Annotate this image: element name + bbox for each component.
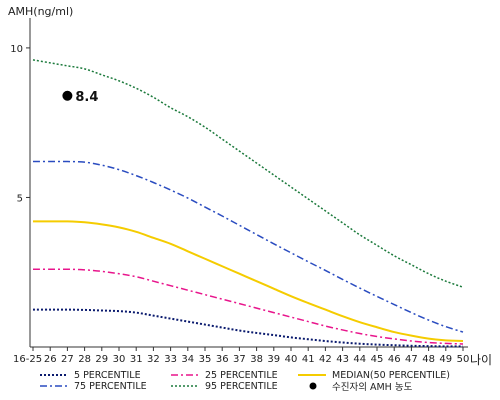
series-line-95-percentile xyxy=(32,59,464,288)
legend-label: 75 PERCENTILE xyxy=(74,381,147,392)
series-line-75-percentile xyxy=(32,160,464,333)
patient-amh-point xyxy=(62,90,73,101)
x-tick-label: 47 xyxy=(405,354,418,365)
patient-amh-value-label: 8.4 xyxy=(75,90,98,105)
x-tick-label: 48 xyxy=(422,354,435,365)
x-tick-label: 27 xyxy=(61,354,74,365)
x-tick-label: 34 xyxy=(181,354,194,365)
x-tick-label: 32 xyxy=(147,354,160,365)
x-tick-label: 26 xyxy=(44,354,57,365)
patient-point-group: 8.4 xyxy=(62,90,98,105)
x-ticks: 16-25 26 27 28 29 30 31 32 33 34 35 36 37 38 39 40 41 42 4… xyxy=(13,347,469,365)
x-tick-label: 28 xyxy=(78,354,91,365)
x-tick-label: 38 xyxy=(250,354,263,365)
x-tick-label: 43 xyxy=(336,354,349,365)
x-tick-label: 29 xyxy=(95,354,108,365)
x-axis-unit-label: 나이 xyxy=(470,353,492,367)
legend-label: 95 PERCENTILE xyxy=(205,381,278,392)
x-tick-label: 50 xyxy=(457,354,470,365)
x-tick-label: 46 xyxy=(388,354,401,365)
series-lines xyxy=(32,59,464,348)
x-tick-label: 39 xyxy=(267,354,280,365)
x-tick-label: 45 xyxy=(371,354,384,365)
series-line-25-percentile xyxy=(33,268,464,345)
series-line-5-percentile xyxy=(33,308,464,348)
y-tick-label: 5 xyxy=(17,193,23,204)
x-tick-label: 41 xyxy=(302,354,315,365)
x-tick-label: 44 xyxy=(353,354,366,365)
legend-label: 25 PERCENTILE xyxy=(205,370,278,381)
legend-label: 5 PERCENTILE xyxy=(74,370,141,381)
legend-label: MEDIAN(50 PERCENTILE) xyxy=(332,370,450,381)
x-tick-label: 37 xyxy=(233,354,246,365)
y-axis-label: AMH(ng/ml) xyxy=(8,5,73,18)
legend-point-marker xyxy=(309,382,317,390)
legend-point-label: 수진자의 AMH 농도 xyxy=(332,382,413,393)
series-line-median-50-percentile xyxy=(33,220,464,343)
x-tick-label: 35 xyxy=(199,354,212,365)
x-tick-label: 49 xyxy=(439,354,452,365)
x-tick-label: 40 xyxy=(285,354,298,365)
x-tick-label: 33 xyxy=(164,354,177,365)
x-tick-label: 42 xyxy=(319,354,332,365)
legend: 5 PERCENTILE 25 PERCENTILE MEDIAN(50 PERCE… xyxy=(40,370,450,393)
y-tick-label: 10 xyxy=(10,44,23,55)
x-tick-label: 31 xyxy=(130,354,143,365)
x-tick-label: 30 xyxy=(113,354,126,365)
x-tick-label: 16-25 xyxy=(13,354,42,365)
y-ticks: 5 10 xyxy=(10,44,30,204)
x-tick-label: 36 xyxy=(216,354,229,365)
